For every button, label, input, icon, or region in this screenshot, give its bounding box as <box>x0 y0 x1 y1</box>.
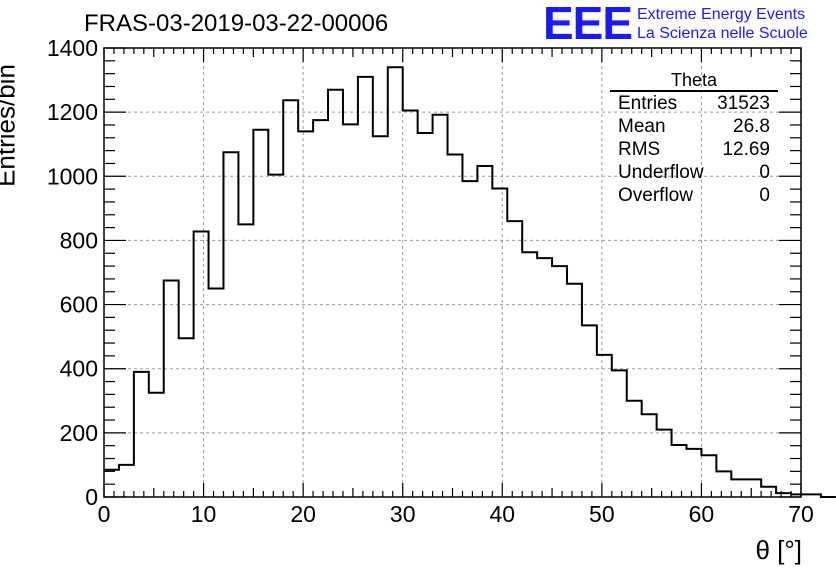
x-tick-label: 30 <box>390 501 416 527</box>
chart-title: FRAS-03-2019-03-22-00006 <box>84 10 389 37</box>
stats-value: 0 <box>759 185 770 206</box>
stats-value: 26.8 <box>733 116 770 137</box>
x-tick-label: 0 <box>98 501 111 527</box>
x-tick-label: 60 <box>689 501 715 527</box>
x-axis-label: θ [°] <box>755 535 802 565</box>
x-tick-label: 70 <box>788 501 814 527</box>
y-tick-label: 800 <box>60 227 98 253</box>
stats-label: Overflow <box>618 185 693 206</box>
y-tick-label: 1000 <box>47 163 98 189</box>
y-tick-label: 1400 <box>47 35 98 61</box>
x-tick-label: 20 <box>290 501 316 527</box>
eee-logo-text: Extreme Energy Events La Scienza nelle S… <box>637 5 808 43</box>
x-tick-label: 40 <box>489 501 515 527</box>
stats-label: Underflow <box>618 162 704 183</box>
eee-logo: EEE <box>543 0 633 49</box>
histogram-outline <box>104 66 836 498</box>
stats-row: Mean 26.8 <box>610 115 778 138</box>
stats-label: Mean <box>618 116 666 137</box>
stats-row: Entries 31523 <box>610 92 778 115</box>
axis-ticks <box>103 47 802 498</box>
y-tick-label: 600 <box>60 292 98 318</box>
x-tick-label: 10 <box>191 501 217 527</box>
y-tick-label: 1200 <box>47 99 98 125</box>
stats-box: Theta Entries 31523 Mean 26.8 RMS 12.69 Und… <box>610 70 778 207</box>
stats-value: 12.69 <box>722 139 770 160</box>
grid-lines <box>104 48 801 497</box>
stats-label: RMS <box>618 139 661 160</box>
stats-value: 0 <box>759 162 770 183</box>
stats-row: Overflow 0 <box>610 184 778 207</box>
stats-row: Underflow 0 <box>610 161 778 184</box>
y-axis-label: Entries/bin <box>0 64 21 187</box>
stats-title: Theta <box>610 70 778 92</box>
y-tick-label: 200 <box>60 420 98 446</box>
stats-row: RMS 12.69 <box>610 138 778 161</box>
logo-line-1: Extreme Energy Events <box>637 6 806 23</box>
x-tick-label: 50 <box>589 501 615 527</box>
stats-value: 31523 <box>717 93 770 114</box>
stats-label: Entries <box>618 93 678 114</box>
y-tick-label: 0 <box>85 484 98 510</box>
logo-line-2: La Scienza nelle Scuole <box>637 25 808 42</box>
axis-tick-labels: 0 10 20 30 40 50 60 70 0 200 400 600 800 1000 1200 1400 <box>47 35 814 527</box>
y-tick-label: 400 <box>60 356 98 382</box>
